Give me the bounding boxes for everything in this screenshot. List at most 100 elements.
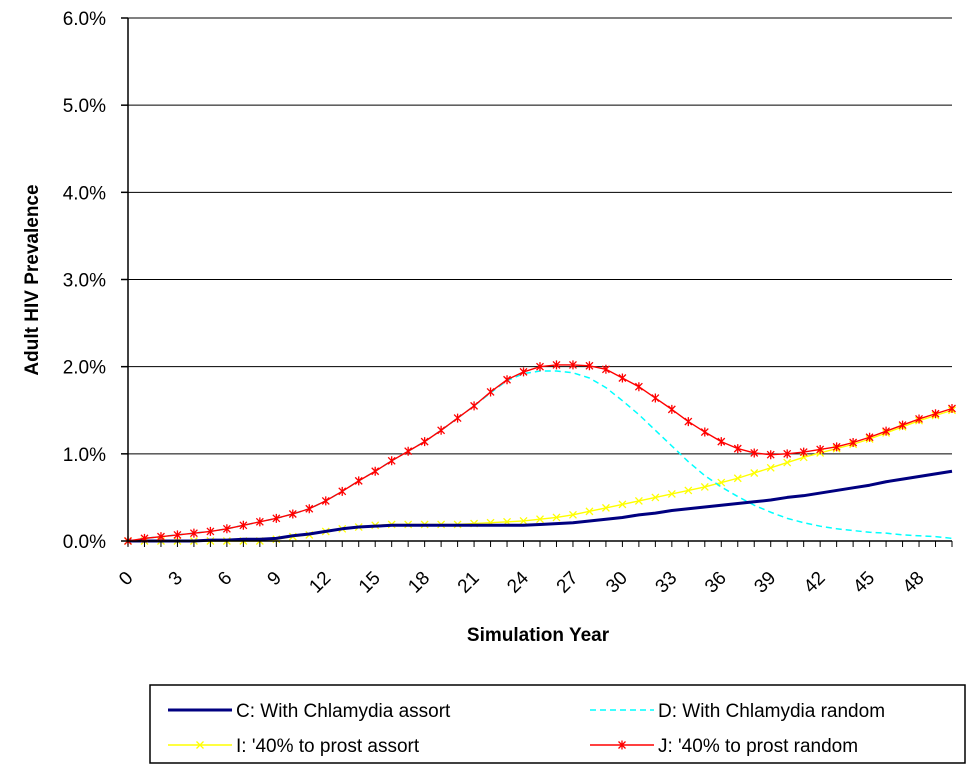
x-tick-label: 36 — [701, 568, 731, 598]
x-tick-label: 45 — [849, 568, 879, 598]
y-tick-label: 5.0% — [63, 96, 106, 117]
data-point — [503, 375, 511, 385]
data-point — [717, 437, 726, 447]
legend-item: C: With Chlamydia assort — [168, 701, 451, 722]
data-point — [272, 513, 281, 523]
data-point — [684, 417, 693, 427]
data-point — [783, 458, 792, 467]
x-tick-label: 33 — [652, 568, 682, 598]
legend-label: J: '40% to prost random — [658, 736, 858, 757]
y-tick-label: 3.0% — [63, 271, 106, 292]
legend-box — [149, 684, 966, 764]
data-point — [799, 447, 808, 457]
data-point — [618, 740, 626, 750]
y-tick-label: 2.0% — [63, 358, 106, 379]
data-point — [585, 361, 594, 371]
data-point — [371, 466, 380, 476]
data-point — [667, 489, 676, 498]
x-tick-label: 24 — [503, 567, 533, 597]
legend-item: I: '40% to prost assort — [168, 736, 420, 757]
data-point — [766, 450, 775, 460]
data-point — [750, 469, 759, 477]
legend-label: C: With Chlamydia assort — [236, 701, 451, 722]
x-axis-ticks: 0 3 6 9 12 15 18 21 24 27 30 33 36 39 42 45 48 — [115, 541, 953, 598]
x-tick-label: 48 — [899, 568, 929, 598]
x-tick-label: 6 — [214, 568, 236, 590]
data-point — [404, 446, 413, 456]
x-tick-label: 0 — [115, 568, 137, 590]
data-point — [931, 409, 940, 419]
x-axis-title: Simulation Year — [467, 625, 610, 646]
data-point — [766, 463, 775, 472]
data-point — [733, 444, 742, 454]
data-point — [618, 500, 627, 509]
data-point — [915, 414, 923, 424]
x-tick-label: 27 — [553, 568, 583, 598]
legend-item: D: With Chlamydia random — [590, 701, 885, 722]
data-point — [519, 367, 528, 377]
data-point — [420, 437, 429, 447]
data-point — [470, 401, 479, 411]
data-point — [700, 427, 709, 437]
y-tick-label: 1.0% — [63, 445, 106, 466]
x-tick-label: 21 — [454, 568, 484, 598]
data-point — [222, 524, 231, 534]
data-point — [832, 442, 841, 452]
data-point — [552, 513, 561, 522]
gridlines — [128, 17, 952, 455]
data-point — [816, 444, 825, 454]
data-point — [684, 486, 693, 495]
data-point — [453, 413, 462, 423]
data-point — [882, 426, 891, 436]
data-point — [865, 432, 874, 442]
data-point — [173, 530, 182, 540]
x-tick-label: 39 — [750, 568, 780, 598]
data-point — [783, 449, 792, 459]
x-tick-label: 42 — [800, 568, 830, 598]
y-tick-label: 6.0% — [63, 9, 106, 30]
y-axis-title: Adult HIV Prevalence — [22, 184, 43, 375]
data-point — [585, 507, 594, 516]
data-point — [750, 448, 759, 458]
series-line — [128, 409, 953, 542]
data-point — [196, 741, 204, 749]
x-tick-label: 15 — [355, 568, 385, 598]
data-point — [157, 532, 165, 542]
data-point — [618, 373, 627, 383]
series-1 — [127, 370, 953, 542]
data-point — [239, 520, 248, 530]
data-point — [569, 360, 577, 370]
data-point — [321, 496, 330, 506]
data-point — [354, 476, 363, 486]
data-point — [338, 486, 347, 496]
data-point — [651, 493, 660, 502]
x-tick-label: 12 — [305, 568, 335, 598]
y-tick-label: 0.0% — [63, 532, 106, 553]
data-point — [634, 382, 643, 392]
data-point — [536, 362, 544, 372]
series-line — [127, 364, 953, 542]
series-line — [127, 370, 953, 542]
x-tick-label: 18 — [404, 568, 434, 598]
legend-label: I: '40% to prost assort — [236, 736, 420, 757]
data-point — [634, 496, 643, 505]
data-point — [519, 516, 528, 525]
series-3 — [124, 360, 956, 546]
data-point — [189, 528, 198, 538]
x-tick-label: 3 — [165, 568, 187, 590]
legend: C: With Chlamydia assort D: With Chlamydi… — [149, 684, 966, 764]
data-point — [437, 425, 446, 435]
data-point — [486, 387, 495, 397]
x-tick-label: 30 — [602, 568, 632, 598]
data-point — [255, 517, 264, 527]
data-point — [601, 503, 610, 512]
series-layer — [124, 360, 956, 546]
data-point — [569, 510, 577, 519]
data-point — [552, 360, 561, 370]
data-point — [948, 404, 956, 414]
data-point — [288, 509, 297, 519]
y-tick-label: 4.0% — [63, 183, 106, 204]
x-tick-label: 9 — [264, 568, 286, 590]
series-line — [128, 469, 953, 543]
